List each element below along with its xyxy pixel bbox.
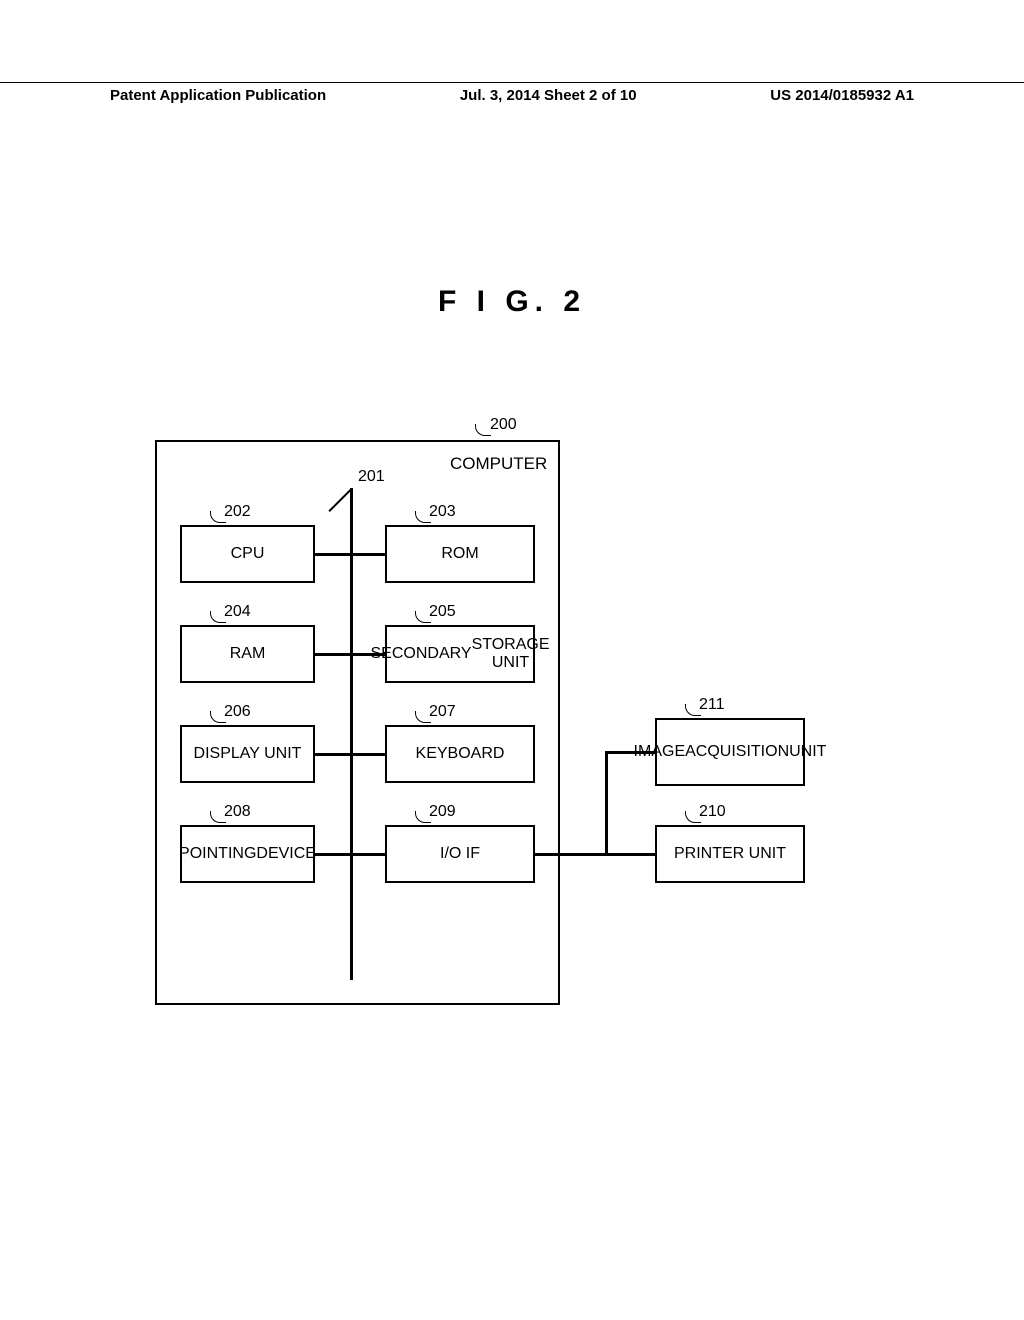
page-header: Patent Application Publication Jul. 3, 2… — [0, 82, 1024, 104]
header-center: Jul. 3, 2014 Sheet 2 of 10 — [460, 83, 637, 104]
ref-210: 210 — [699, 803, 726, 821]
ref-hook-200 — [475, 424, 491, 436]
ext-h1 — [535, 853, 605, 856]
conn-ram — [315, 653, 350, 656]
block-ram: RAM — [180, 625, 315, 683]
ext-h-prn — [605, 853, 655, 856]
ref-207: 207 — [429, 703, 456, 721]
conn-rom — [350, 553, 385, 556]
ref-206: 206 — [224, 703, 251, 721]
ref-202: 202 — [224, 503, 251, 521]
conn-cpu — [315, 553, 350, 556]
block-imgacq: IMAGEACQUISITIONUNIT — [655, 718, 805, 786]
conn-pointing — [315, 853, 350, 856]
conn-keyboard — [350, 753, 385, 756]
ref-200: 200 — [490, 416, 517, 434]
bus-line — [350, 488, 353, 980]
ref-204: 204 — [224, 603, 251, 621]
ref-209: 209 — [429, 803, 456, 821]
figure-title: F I G. 2 — [0, 285, 1024, 319]
ref-205: 205 — [429, 603, 456, 621]
block-cpu: CPU — [180, 525, 315, 583]
block-rom: ROM — [385, 525, 535, 583]
conn-display — [315, 753, 350, 756]
conn-ioif — [350, 853, 385, 856]
ext-v — [605, 752, 608, 856]
ext-h-img — [605, 751, 655, 754]
block-storage: SECONDARYSTORAGE UNIT — [385, 625, 535, 683]
block-ioif: I/O IF — [385, 825, 535, 883]
ref-201: 201 — [358, 468, 385, 486]
header-right: US 2014/0185932 A1 — [770, 83, 914, 104]
ref-203: 203 — [429, 503, 456, 521]
computer-label: COMPUTER — [450, 454, 547, 474]
block-pointing: POINTINGDEVICE — [180, 825, 315, 883]
ref-208: 208 — [224, 803, 251, 821]
block-diagram: COMPUTER200201CPU202ROM203RAM204SECONDAR… — [0, 420, 1024, 1020]
block-keyboard: KEYBOARD — [385, 725, 535, 783]
block-printer: PRINTER UNIT — [655, 825, 805, 883]
conn-storage — [350, 653, 385, 656]
ref-211: 211 — [699, 696, 725, 714]
header-left: Patent Application Publication — [110, 83, 326, 104]
block-display: DISPLAY UNIT — [180, 725, 315, 783]
